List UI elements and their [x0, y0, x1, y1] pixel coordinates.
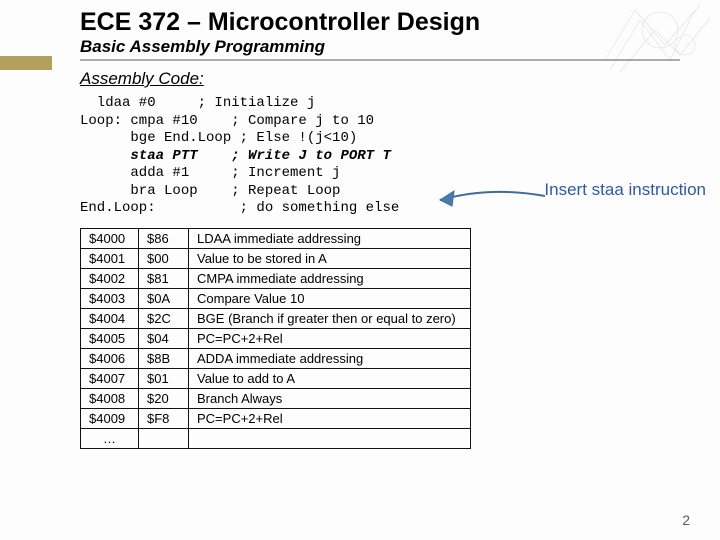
addr-cell: $4001	[81, 248, 139, 268]
page-subtitle: Basic Assembly Programming	[80, 37, 680, 61]
desc-cell: ADDA immediate addressing	[189, 348, 471, 368]
addr-cell: $4008	[81, 388, 139, 408]
table-row: $4002$81CMPA immediate addressing	[81, 268, 471, 288]
desc-cell: Value to add to A	[189, 368, 471, 388]
addr-cell: $4009	[81, 408, 139, 428]
ellipsis-cell: …	[81, 428, 139, 448]
addr-cell: $4006	[81, 348, 139, 368]
opcode-cell: $01	[139, 368, 189, 388]
code-line: Loop: cmpa #10 ; Compare j to 10	[80, 113, 680, 131]
opcode-cell: $04	[139, 328, 189, 348]
desc-cell: BGE (Branch if greater then or equal to …	[189, 308, 471, 328]
opcode-cell: $0A	[139, 288, 189, 308]
table-row: $4008$20Branch Always	[81, 388, 471, 408]
code-line: bge End.Loop ; Else !(j<10)	[80, 130, 680, 148]
opcode-cell: $86	[139, 228, 189, 248]
page-title: ECE 372 – Microcontroller Design	[80, 8, 680, 37]
desc-cell: CMPA immediate addressing	[189, 268, 471, 288]
addr-cell: $4000	[81, 228, 139, 248]
addr-cell: $4002	[81, 268, 139, 288]
desc-cell: LDAA immediate addressing	[189, 228, 471, 248]
desc-cell: Compare Value 10	[189, 288, 471, 308]
opcode-cell: $20	[139, 388, 189, 408]
code-line: End.Loop: ; do something else	[80, 200, 680, 218]
opcode-cell: $2C	[139, 308, 189, 328]
opcode-cell: $F8	[139, 408, 189, 428]
page-number: 2	[682, 512, 690, 528]
desc-cell: Value to be stored in A	[189, 248, 471, 268]
addr-cell: $4004	[81, 308, 139, 328]
addr-cell: $4007	[81, 368, 139, 388]
desc-cell: PC=PC+2+Rel	[189, 328, 471, 348]
code-line: ldaa #0 ; Initialize j	[80, 95, 680, 113]
addr-cell: $4005	[81, 328, 139, 348]
table-row: $4001$00Value to be stored in A	[81, 248, 471, 268]
table-row: $4000$86LDAA immediate addressing	[81, 228, 471, 248]
opcode-cell: $00	[139, 248, 189, 268]
table-row: $4009$F8PC=PC+2+Rel	[81, 408, 471, 428]
section-heading: Assembly Code:	[80, 69, 680, 89]
table-row: $4003$0ACompare Value 10	[81, 288, 471, 308]
opcode-cell: $81	[139, 268, 189, 288]
table-row: $4006$8BADDA immediate addressing	[81, 348, 471, 368]
accent-bar	[0, 56, 52, 70]
table-row: $4004$2CBGE (Branch if greater then or e…	[81, 308, 471, 328]
callout-text: Insert staa instruction	[544, 180, 706, 200]
opcode-table: $4000$86LDAA immediate addressing$4001$0…	[80, 228, 471, 449]
opcode-cell: $8B	[139, 348, 189, 368]
table-row: …	[81, 428, 471, 448]
table-row: $4005$04PC=PC+2+Rel	[81, 328, 471, 348]
table-row: $4007$01Value to add to A	[81, 368, 471, 388]
desc-cell: PC=PC+2+Rel	[189, 408, 471, 428]
addr-cell: $4003	[81, 288, 139, 308]
desc-cell: Branch Always	[189, 388, 471, 408]
code-line: staa PTT ; Write J to PORT T	[80, 148, 680, 166]
